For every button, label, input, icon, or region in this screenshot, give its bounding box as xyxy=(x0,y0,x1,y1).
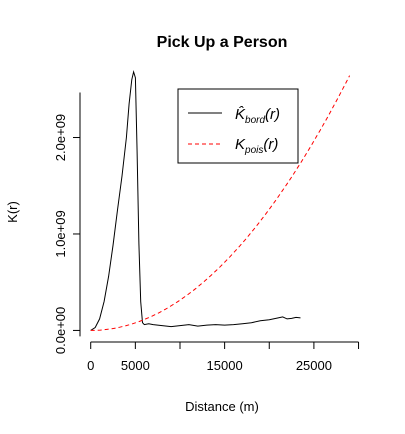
series-line-bord xyxy=(90,69,301,331)
x-axis: 0 5000 15000 25000 xyxy=(87,342,360,373)
y-tick-label: 0.0e+00 xyxy=(53,307,68,354)
legend-label-bord: K̂bord(r) xyxy=(235,106,280,126)
legend-label-pois: Kpois(r) xyxy=(235,136,278,156)
x-tick-label: 15000 xyxy=(207,358,243,373)
x-tick-label: 25000 xyxy=(296,358,332,373)
series-layer xyxy=(90,69,351,331)
y-axis: 0.0e+00 1.0e+09 2.0e+09 xyxy=(53,114,80,354)
y-tick-label: 1.0e+09 xyxy=(53,210,68,257)
legend: K̂bord(r) Kpois(r) xyxy=(177,88,299,164)
y-tick-label: 2.0e+09 xyxy=(53,114,68,161)
x-tick-label: 5000 xyxy=(121,358,150,373)
chart-title: Pick Up a Person xyxy=(157,34,288,51)
x-tick-label: 0 xyxy=(87,358,94,373)
legend-box xyxy=(177,88,299,164)
x-axis-label: Distance (m) xyxy=(185,399,259,414)
y-axis-label: K(r) xyxy=(5,201,20,223)
series-line-pois xyxy=(90,75,351,331)
